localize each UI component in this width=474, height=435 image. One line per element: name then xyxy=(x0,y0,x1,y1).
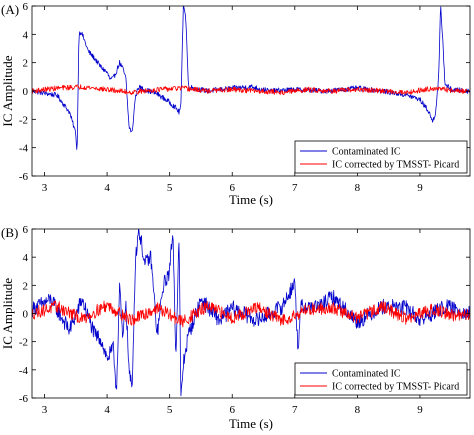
x-tick-label: 9 xyxy=(417,182,423,194)
legend-label: IC corrected by TMSST- Picard xyxy=(332,160,459,171)
y-tick-label: -6 xyxy=(19,171,29,183)
y-axis-label: IC Amplitude xyxy=(0,278,15,349)
legend: Contaminated IC IC corrected by TMSST- Pi… xyxy=(294,362,468,396)
y-tick-label: -4 xyxy=(19,365,29,377)
panel-label: (A) xyxy=(1,2,19,17)
x-axis-label: Time (s) xyxy=(229,416,273,431)
x-tick-label: 7 xyxy=(292,182,298,194)
y-tick-label: -2 xyxy=(19,114,28,126)
x-tick-label: 3 xyxy=(42,404,48,416)
y-tick-label: 0 xyxy=(23,86,29,98)
y-tick-label: 2 xyxy=(23,280,29,292)
y-tick-label: 4 xyxy=(23,252,29,264)
y-tick-label: -2 xyxy=(19,337,28,349)
panel-label: (B) xyxy=(1,225,18,240)
legend-box xyxy=(294,140,468,174)
series-line-contaminated xyxy=(32,229,470,397)
x-tick-label: 5 xyxy=(167,404,173,416)
y-tick-label: 2 xyxy=(23,58,29,70)
y-tick-label: 6 xyxy=(23,1,29,13)
series-line-contaminated xyxy=(32,6,470,150)
x-tick-label: 8 xyxy=(355,182,361,194)
y-axis-label: IC Amplitude xyxy=(0,55,15,126)
y-tick-label: -6 xyxy=(19,393,29,405)
series-line-corrected xyxy=(32,300,470,328)
plot-area xyxy=(32,229,470,397)
x-tick-label: 5 xyxy=(167,182,173,194)
x-tick-label: 6 xyxy=(229,404,235,416)
x-tick-label: 4 xyxy=(104,404,110,416)
legend-label: Contaminated IC xyxy=(332,369,401,380)
x-tick-label: 8 xyxy=(355,404,361,416)
legend: Contaminated IC IC corrected by TMSST- Pi… xyxy=(294,140,468,174)
plot-area xyxy=(32,6,470,150)
x-tick-label: 6 xyxy=(229,182,235,194)
x-tick-label: 9 xyxy=(417,404,423,416)
x-tick-label: 3 xyxy=(42,182,48,194)
y-tick-label: 6 xyxy=(23,224,29,236)
legend-label: IC corrected by TMSST- Picard xyxy=(332,382,459,393)
legend-box xyxy=(294,362,468,396)
legend-label: Contaminated IC xyxy=(332,147,401,158)
x-axis-label: Time (s) xyxy=(229,192,273,207)
y-tick-label: -4 xyxy=(19,143,29,155)
y-tick-label: 0 xyxy=(23,309,29,321)
x-tick-label: 7 xyxy=(292,404,298,416)
x-tick-label: 4 xyxy=(104,182,110,194)
y-tick-label: 4 xyxy=(23,29,29,41)
series-line-corrected xyxy=(32,84,470,96)
